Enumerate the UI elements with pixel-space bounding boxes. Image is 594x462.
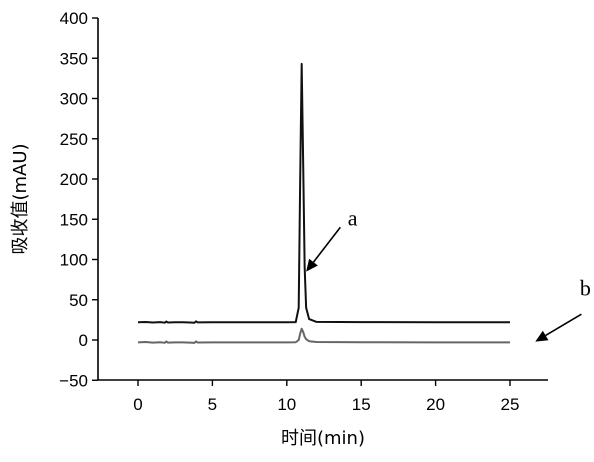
series-layer: [137, 62, 511, 344]
annotation-arrow-shaft: [545, 313, 582, 337]
x-axis-title: 时间(min): [281, 428, 365, 449]
y-tick-label: −50: [59, 371, 88, 390]
y-tick-label: 300: [60, 90, 88, 109]
x-tick-label: 25: [501, 395, 520, 414]
y-tick-label: 0: [79, 331, 88, 350]
annotation-label: b: [580, 276, 591, 301]
y-tick-label: 250: [60, 130, 88, 149]
arrow-head-icon: [535, 330, 549, 342]
y-tick-label: 150: [60, 210, 88, 229]
arrow-head-icon: [306, 258, 318, 272]
y-tick-label: 50: [69, 291, 88, 310]
annotation-layer: ab: [306, 206, 591, 342]
x-axis-ticks: 0 5 10 15 20 25: [133, 380, 519, 414]
x-tick-label: 5: [208, 395, 217, 414]
series-line-2: [137, 327, 511, 344]
x-tick-label: 15: [352, 395, 371, 414]
y-tick-label: 400: [60, 9, 88, 28]
annotation-arrow-shaft: [312, 226, 342, 263]
annotation-label: a: [348, 206, 358, 231]
annotation-b: b: [535, 276, 591, 342]
series-line-1: [137, 62, 511, 324]
y-tick-label: 200: [60, 170, 88, 189]
y-tick-label: 350: [60, 49, 88, 68]
annotation-a: a: [306, 206, 358, 272]
x-tick-label: 0: [133, 395, 142, 414]
x-tick-label: 10: [277, 395, 296, 414]
y-axis-ticks: −50 0 50 100 150 200 250 300 350 400: [59, 9, 98, 390]
plot-area: [97, 18, 548, 381]
y-axis-title: 吸收值(mAU): [10, 143, 31, 254]
y-tick-label: 100: [60, 251, 88, 270]
x-tick-label: 20: [426, 395, 445, 414]
